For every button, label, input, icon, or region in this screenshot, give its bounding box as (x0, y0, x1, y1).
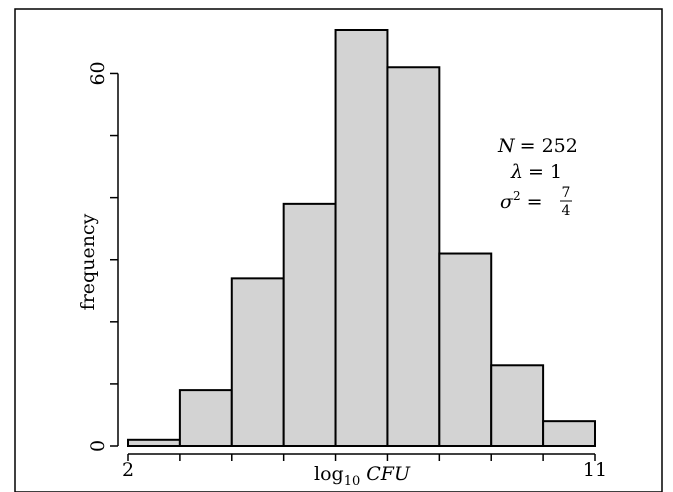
annotation-sigma-symbol: σ (500, 191, 514, 213)
y-axis-label: frequency (77, 213, 99, 310)
x-axis-label-subscript: 10 (344, 474, 361, 489)
annotation-n-symbol: N (497, 135, 516, 157)
x-axis: 2 11 (122, 453, 607, 481)
annotation-fraction-numerator: 7 (562, 185, 571, 201)
x-ticks (127, 454, 596, 461)
x-axis-label-log: log (314, 463, 344, 485)
y-tick-label: 0 (87, 440, 109, 452)
y-ticks (110, 72, 118, 447)
histogram-bar-4 (282, 202, 337, 447)
x-axis-label: log10 CFU (314, 463, 411, 489)
histogram-bar-3 (230, 277, 285, 447)
annotation-sigma-superscript: 2 (513, 189, 521, 203)
histogram-bar-2 (178, 389, 233, 448)
annotation-n-value: = 252 (520, 135, 578, 157)
y-axis: 0 60 (87, 61, 119, 452)
histogram-bar-7 (438, 252, 493, 447)
histogram-bar-8 (490, 364, 545, 447)
annotation-n: N = 252 (497, 135, 578, 157)
stats-annotation: N = 252 λ = 1 σ2 = 7 4 (497, 135, 578, 219)
histogram-bars (127, 29, 596, 448)
histogram-bar-9 (542, 420, 596, 448)
y-tick-labels: 0 60 (87, 61, 109, 452)
histogram-bar-6 (386, 66, 441, 448)
annotation-lambda: λ = 1 (510, 161, 562, 183)
annotation-sigma: σ2 = (500, 189, 543, 213)
histogram-bar-5 (334, 29, 389, 447)
y-tick-label: 60 (87, 61, 109, 85)
annotation-sigma-equals: = (527, 191, 543, 213)
histogram-bar-1 (127, 438, 181, 448)
annotation-lambda-symbol: λ (510, 161, 523, 183)
x-axis-label-variable: CFU (366, 463, 411, 485)
x-tick-label: 2 (122, 459, 134, 481)
x-tick-labels: 2 11 (122, 459, 607, 481)
annotation-fraction-denominator: 4 (562, 203, 571, 219)
annotation-lambda-value: = 1 (528, 161, 562, 183)
x-tick-label: 11 (583, 459, 607, 481)
